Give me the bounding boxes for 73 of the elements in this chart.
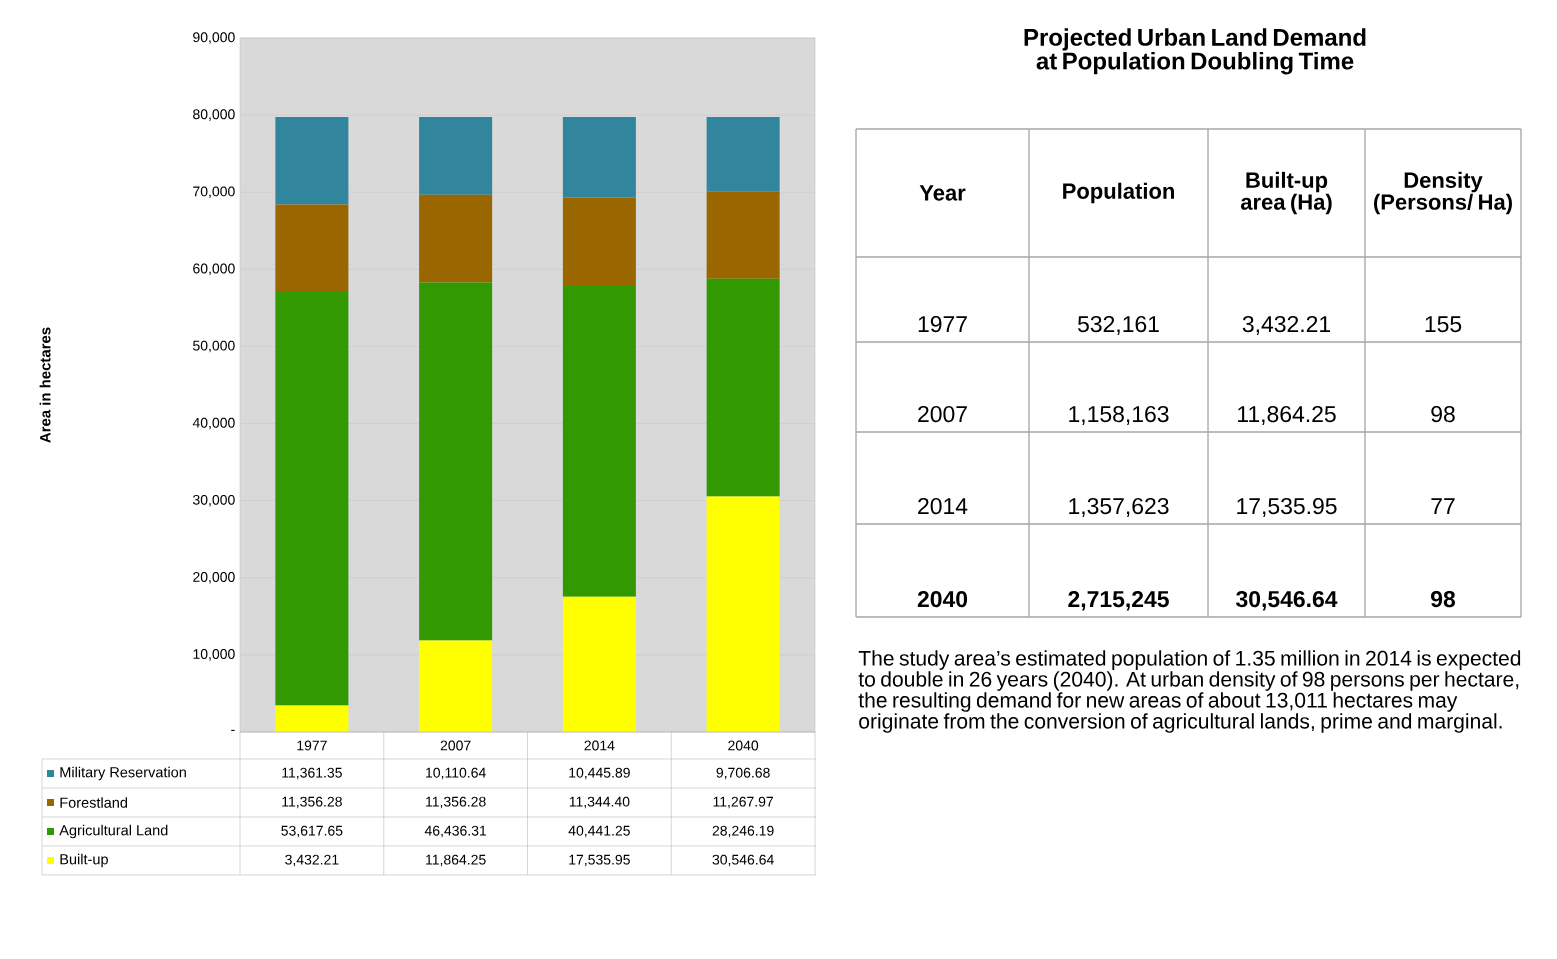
bar: [706, 191, 780, 279]
data-label: 28,246.19: [712, 825, 774, 838]
text: 30,546.64: [1236, 590, 1338, 611]
text: Density (Persons/ Ha): [1374, 171, 1512, 215]
data-label: 10,110.64: [426, 767, 486, 780]
data-label: 11,356.28: [282, 796, 342, 809]
text: 155: [1425, 316, 1462, 333]
y-tick-label: 10,000: [193, 649, 235, 661]
data-label: 46,436.31: [424, 825, 487, 838]
bar: [275, 204, 349, 293]
text: 2014: [918, 497, 968, 515]
data-label: 17,535.95: [569, 854, 630, 867]
bar: [706, 496, 780, 732]
y-axis-title: Area in hectares: [39, 327, 51, 443]
bar: [419, 116, 493, 195]
text: 1,158,163: [1069, 405, 1169, 425]
bar: [275, 116, 349, 205]
y-tick-label: 90,000: [193, 32, 235, 44]
data-label: 11,344.40: [569, 796, 630, 809]
y-tick-label: 40,000: [192, 417, 235, 430]
x-tick-label: 2007: [440, 740, 471, 751]
data-label: 11,361.35: [282, 767, 342, 780]
y-tick-label: 20,000: [193, 571, 235, 584]
legend-label: Military Reservation: [60, 766, 186, 781]
bar: [562, 596, 636, 732]
bar: [419, 640, 493, 732]
x-tick-label: 1977: [297, 740, 327, 751]
text: 1977: [918, 315, 967, 333]
bar: [275, 292, 349, 706]
text: 98: [1431, 405, 1455, 423]
text: 2040: [917, 590, 968, 608]
legend-label: Built-up: [60, 853, 108, 868]
text: 77: [1431, 498, 1455, 514]
text: 11,864.25: [1238, 405, 1336, 425]
text: 1,357,623: [1069, 497, 1169, 517]
text: The study area’s estimated population of 1.35 million in 2014 is expected to double in 26 years (2040). At urban density of 98 persons per hectare, the resulting demand for new areas of about 13,011 hectares may originate from the conversion of agricultural lands, prime and marginal.: [858, 650, 1521, 733]
text: Built-up area (Ha): [1240, 171, 1332, 215]
x-tick-label: 2014: [584, 740, 615, 751]
legend-label: Forestland: [60, 797, 127, 808]
data-label: 9,706.68: [716, 767, 770, 780]
bar: [562, 116, 636, 198]
text: 2,715,245: [1068, 590, 1169, 611]
data-label: 3,432.21: [285, 854, 339, 867]
y-tick-label: 50,000: [193, 340, 235, 353]
y-tick-label: 60,000: [193, 263, 235, 276]
text: 17,535.95: [1237, 497, 1337, 517]
bar: [419, 282, 493, 641]
data-label: 40,441.25: [568, 825, 630, 838]
bar: [562, 284, 636, 597]
y-tick-label: 70,000: [193, 186, 235, 199]
data-label: 30,546.64: [712, 854, 774, 867]
bar: [275, 705, 349, 732]
bar: [562, 197, 636, 285]
data-label: 11,356.28: [426, 796, 486, 809]
y-tick-label: -: [231, 729, 235, 731]
data-label: 10,445.89: [569, 767, 630, 780]
data-label: 11,267.97: [713, 796, 774, 809]
legend-label: Agricultural Land: [59, 824, 168, 839]
x-tick-label: 2040: [728, 740, 759, 751]
text: 532,161: [1077, 315, 1159, 335]
y-tick-label: 80,000: [193, 109, 235, 121]
y-tick-label: 30,000: [193, 494, 235, 507]
text: 3,432.21: [1242, 315, 1331, 335]
text: Population: [1063, 182, 1174, 204]
text: Year: [919, 185, 966, 201]
bar: [706, 278, 780, 497]
bar: [419, 194, 493, 283]
bar: [706, 116, 780, 192]
data-label: 11,864.25: [426, 854, 486, 867]
text: 98: [1431, 590, 1456, 608]
text: 2007: [918, 405, 967, 423]
data-label: 53,617.65: [281, 825, 343, 838]
text: Projected Urban Land Demand at Population Doubling Time: [1024, 28, 1366, 75]
